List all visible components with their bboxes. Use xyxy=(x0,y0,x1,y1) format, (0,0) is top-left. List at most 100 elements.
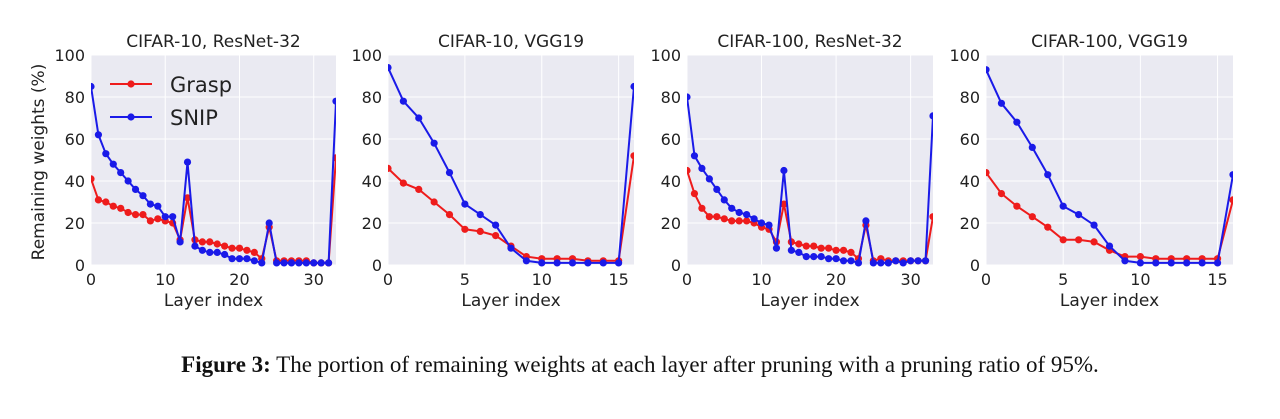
caption-text: The portion of remaining weights at each… xyxy=(276,352,1099,377)
grasp-point xyxy=(1075,236,1083,244)
snip-point xyxy=(884,259,892,267)
snip-legend-label: SNIP xyxy=(170,106,218,130)
y-tick-label: 100 xyxy=(351,46,382,65)
snip-point xyxy=(705,175,713,183)
legend: Grasp SNIP xyxy=(110,73,232,130)
y-tick-label: 40 xyxy=(65,172,85,191)
snip-point xyxy=(415,114,423,122)
grasp-point xyxy=(839,246,848,254)
snip-point xyxy=(169,213,177,221)
grasp-point xyxy=(810,242,818,250)
x-axis-label: Layer index xyxy=(461,291,560,311)
chart-title: CIFAR-100, ResNet-32 xyxy=(717,32,902,52)
snip-point xyxy=(1152,259,1160,267)
grasp-point xyxy=(198,238,206,246)
y-tick-label: 60 xyxy=(960,130,980,149)
y-tick-label: 40 xyxy=(960,172,980,191)
grasp-point xyxy=(206,238,214,246)
y-tick-label: 80 xyxy=(362,88,382,107)
x-tick-label: 0 xyxy=(86,270,96,289)
snip-point xyxy=(584,259,592,267)
snip-point xyxy=(295,259,303,267)
snip-point xyxy=(997,99,1006,107)
snip-legend-marker xyxy=(127,113,135,121)
y-tick-label: 20 xyxy=(661,214,681,233)
y-tick-label: 0 xyxy=(75,256,85,275)
snip-point xyxy=(825,255,833,263)
snip-line xyxy=(91,86,336,265)
snip-point xyxy=(735,208,743,217)
y-tick-label: 80 xyxy=(661,88,681,107)
snip-point xyxy=(687,93,691,101)
snip-point xyxy=(743,211,751,219)
y-tick-label: 20 xyxy=(960,214,980,233)
y-tick-label: 0 xyxy=(671,256,681,275)
grasp-point xyxy=(832,246,840,254)
y-tick-label: 80 xyxy=(960,88,980,107)
snip-line xyxy=(687,96,933,265)
snip-point xyxy=(317,259,325,267)
y-tick-label: 40 xyxy=(661,172,681,191)
snip-point xyxy=(1075,211,1083,219)
x-tick-label: 0 xyxy=(383,270,393,289)
grasp-point xyxy=(388,164,392,172)
y-tick-label: 100 xyxy=(949,46,980,65)
y-tick-label: 100 xyxy=(650,46,681,65)
snip-point xyxy=(146,200,154,208)
series-layer xyxy=(986,66,1233,267)
snip-point xyxy=(102,150,110,158)
grasp-point xyxy=(713,213,721,221)
y-tick-label: 60 xyxy=(661,130,681,149)
grasp-point xyxy=(690,190,699,198)
caption-label: Figure 3: xyxy=(181,352,271,377)
snip-point xyxy=(430,139,438,147)
grasp-point xyxy=(154,215,162,223)
snip-point xyxy=(690,152,699,160)
snip-point xyxy=(599,259,607,267)
snip-point xyxy=(720,196,728,204)
grasp-point xyxy=(1044,223,1052,231)
snip-point xyxy=(921,257,930,265)
snip-point xyxy=(310,259,318,267)
snip-point xyxy=(929,112,933,120)
grasp-point xyxy=(817,244,825,252)
snip-point xyxy=(1013,118,1021,126)
x-tick-label: 10 xyxy=(532,270,552,289)
snip-point xyxy=(568,259,577,267)
snip-point xyxy=(750,215,758,223)
snip-point xyxy=(399,97,407,105)
grasp-point xyxy=(91,175,95,183)
snip-point xyxy=(630,82,634,91)
grasp-point xyxy=(795,240,803,248)
grasp-point xyxy=(221,242,229,250)
snip-point xyxy=(287,259,296,267)
snip-point xyxy=(1105,242,1114,250)
snip-point xyxy=(176,238,184,246)
snip-point xyxy=(817,253,825,261)
grasp-point xyxy=(243,246,251,254)
grasp-point xyxy=(705,213,713,221)
grasp-point xyxy=(1059,236,1067,244)
snip-point xyxy=(869,259,877,267)
snip-point xyxy=(772,244,781,252)
plot-area xyxy=(388,55,634,265)
snip-point xyxy=(183,158,192,166)
series-layer xyxy=(687,93,933,267)
grasp-point xyxy=(997,190,1006,198)
grasp-point xyxy=(430,198,438,206)
grasp-point xyxy=(139,211,147,219)
snip-point xyxy=(94,131,103,139)
x-axis-label: Layer index xyxy=(760,291,859,311)
snip-point xyxy=(832,255,840,263)
grasp-point xyxy=(698,204,706,212)
grasp-point xyxy=(743,217,751,225)
x-tick-label: 15 xyxy=(1207,270,1227,289)
snip-point xyxy=(854,259,863,267)
snip-point xyxy=(273,259,281,267)
grasp-point xyxy=(630,152,634,160)
snip-point xyxy=(1059,202,1067,210)
grasp-point xyxy=(415,185,423,193)
snip-point xyxy=(802,253,810,261)
snip-point xyxy=(213,248,221,256)
plot-area xyxy=(687,55,933,265)
